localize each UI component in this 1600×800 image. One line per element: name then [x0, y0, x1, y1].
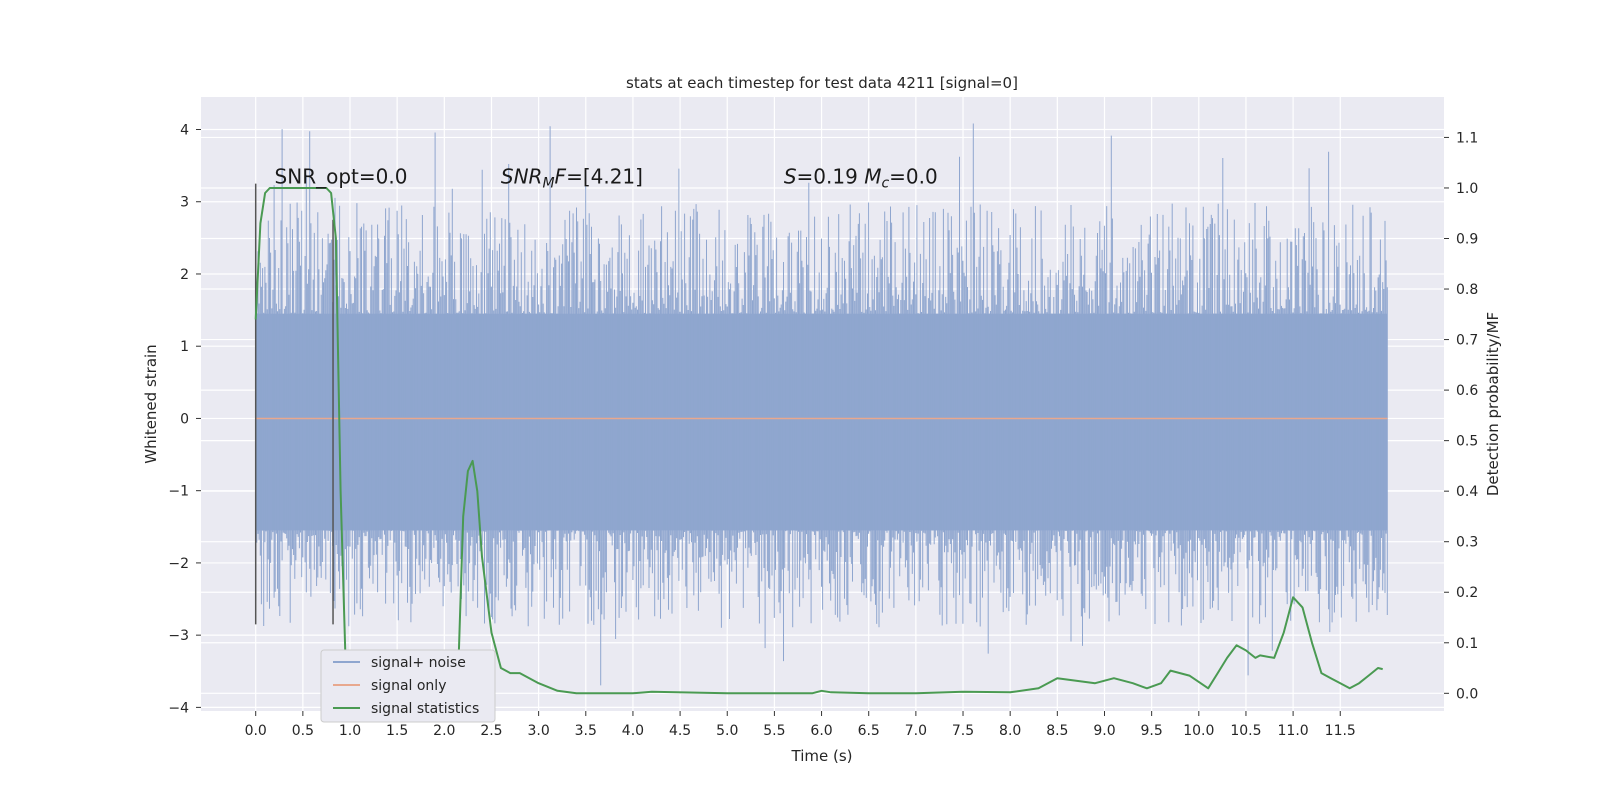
annotation-part: S: [784, 165, 797, 189]
annotation-part: =0.0: [889, 165, 938, 189]
x-tick-label: 0.5: [292, 723, 314, 739]
x-tick-label: 3.0: [527, 723, 549, 739]
annotation-part: c: [881, 176, 889, 192]
y2-tick-label: 1.0: [1456, 181, 1478, 197]
y2-tick-label: 0.3: [1456, 535, 1478, 551]
annotation-part: =[4.21]: [566, 165, 643, 189]
annotation-part: =0.19: [797, 165, 865, 189]
x-tick-label: 3.5: [575, 723, 597, 739]
y-tick-label: 3: [180, 195, 189, 211]
y-tick-label: 2: [180, 267, 189, 283]
y2-tick-label: 0.0: [1456, 686, 1478, 702]
x-tick-label: 2.0: [433, 723, 455, 739]
annotations: SNR_opt=0.0 SNRMF=[4.21] S=0.19 Mc=0.0: [275, 165, 938, 192]
y-axis-label: Whitened strain: [142, 344, 160, 463]
legend-label-signal-statistics: signal statistics: [371, 701, 479, 717]
y2-tick-label: 0.7: [1456, 333, 1478, 349]
y-tick-label: −3: [168, 628, 189, 644]
x-axis-label: Time (s): [791, 747, 853, 765]
x-tick-label: 1.0: [339, 723, 361, 739]
legend-box: [320, 649, 496, 723]
x-tick-label: 6.5: [858, 723, 880, 739]
signal-statistics-line: [254, 187, 1383, 695]
y-tick-label: −1: [168, 484, 189, 500]
marker-lines: [254, 183, 334, 625]
x-tick-label: 4.0: [622, 723, 644, 739]
annotation-part: M: [542, 176, 554, 192]
x-tick-label: 9.5: [1141, 723, 1163, 739]
x-tick-label: 0.0: [245, 723, 267, 739]
x-tick-label: 10.5: [1230, 723, 1261, 739]
axis-ticks: 0.0 0.5 1.0 1.5 2.0 2.5 3.0 3.5 4.0 4.5 5.0 5.5 6.0 6…: [168, 123, 1478, 739]
y2-tick-label: 1.1: [1456, 130, 1478, 146]
x-tick-label: 5.5: [763, 723, 785, 739]
y2-tick-label: 0.6: [1456, 383, 1478, 399]
chart-title: stats at each timestep for test data 421…: [626, 74, 1018, 92]
y2-tick-label: 0.2: [1456, 585, 1478, 601]
x-tick-label: 8.5: [1046, 723, 1068, 739]
x-tick-label: 11.5: [1325, 723, 1356, 739]
x-tick-label: 9.0: [1093, 723, 1115, 739]
y-tick-label: −4: [168, 700, 189, 716]
annotation-text: S=0.19 Mc=0.0: [784, 165, 938, 192]
x-tick-label: 11.0: [1278, 723, 1309, 739]
annotation-part: SNR: [501, 165, 543, 189]
annotation-part: M: [864, 165, 881, 189]
y2-tick-label: 0.4: [1456, 484, 1478, 500]
y-tick-label: 1: [180, 339, 189, 355]
legend-label-signal-only: signal only: [371, 678, 446, 694]
annotation-part: F: [555, 165, 567, 189]
y-tick-label: −2: [168, 556, 189, 572]
series-signal-noise: [255, 123, 1388, 686]
annotation-text: SNRMF=[4.21]: [501, 165, 643, 192]
legend: signal+ noise signal only signal statist…: [320, 649, 496, 723]
y2-tick-label: 0.1: [1456, 636, 1478, 652]
y2-axis-label: Detection probability/MF: [1484, 312, 1502, 496]
y2-tick-label: 0.8: [1456, 282, 1478, 298]
x-tick-label: 1.5: [386, 723, 408, 739]
legend-label-signal-noise: signal+ noise: [371, 655, 466, 671]
series-signal-statistics: [254, 187, 1383, 695]
x-tick-label: 7.5: [952, 723, 974, 739]
y-tick-label: 4: [180, 123, 189, 139]
x-tick-label: 10.0: [1183, 723, 1214, 739]
y2-tick-label: 0.9: [1456, 231, 1478, 247]
x-tick-label: 6.0: [810, 723, 832, 739]
x-tick-label: 2.5: [480, 723, 502, 739]
annotation-text: SNR_opt=0.0: [275, 165, 408, 189]
x-tick-label: 5.0: [716, 723, 738, 739]
x-tick-label: 8.0: [999, 723, 1021, 739]
y2-tick-label: 0.5: [1456, 434, 1478, 450]
x-tick-label: 7.0: [905, 723, 927, 739]
y-tick-label: 0: [180, 411, 189, 427]
x-tick-label: 4.5: [669, 723, 691, 739]
